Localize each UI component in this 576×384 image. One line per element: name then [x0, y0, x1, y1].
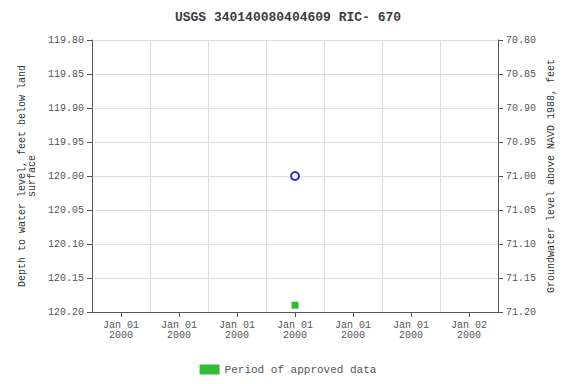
svg-text:Groundwater level above NAVD 1: Groundwater level above NAVD 1988, feet — [546, 59, 557, 293]
svg-text:71.20: 71.20 — [506, 307, 536, 318]
svg-text:70.80: 70.80 — [506, 35, 536, 46]
svg-text:2000: 2000 — [283, 330, 307, 341]
svg-text:119.85: 119.85 — [48, 69, 84, 80]
svg-text:Depth to water level, feet bel: Depth to water level, feet below land — [16, 65, 28, 287]
svg-text:71.00: 71.00 — [506, 171, 536, 182]
svg-text:2000: 2000 — [109, 330, 133, 341]
svg-text:71.10: 71.10 — [506, 239, 536, 250]
svg-text:2000: 2000 — [341, 330, 365, 341]
svg-text:119.80: 119.80 — [48, 35, 84, 46]
svg-text:71.05: 71.05 — [506, 205, 536, 216]
svg-text:Jan 01: Jan 01 — [219, 319, 255, 331]
svg-text:USGS 340140080404609 RIC- 670: USGS 340140080404609 RIC- 670 — [175, 10, 401, 25]
svg-text:120.10: 120.10 — [48, 239, 84, 250]
svg-text:120.05: 120.05 — [48, 205, 84, 216]
svg-text:Jan 01: Jan 01 — [161, 319, 197, 331]
svg-text:Jan 01: Jan 01 — [393, 319, 429, 331]
svg-text:120.00: 120.00 — [48, 171, 84, 182]
svg-text:70.95: 70.95 — [506, 137, 536, 148]
svg-text:119.90: 119.90 — [48, 103, 84, 114]
svg-text:2000: 2000 — [167, 330, 191, 341]
svg-text:120.20: 120.20 — [48, 307, 84, 318]
svg-text:71.15: 71.15 — [506, 273, 536, 284]
svg-text:Jan 02: Jan 02 — [451, 319, 487, 331]
svg-text:Jan 01: Jan 01 — [103, 319, 139, 331]
svg-text:2000: 2000 — [457, 330, 481, 341]
svg-text:119.95: 119.95 — [48, 137, 84, 148]
svg-text:120.15: 120.15 — [48, 273, 84, 284]
svg-text:70.85: 70.85 — [506, 69, 536, 80]
svg-text:Jan 01: Jan 01 — [335, 319, 371, 331]
svg-text:2000: 2000 — [225, 330, 249, 341]
svg-text:Period of approved data: Period of approved data — [225, 364, 377, 376]
svg-text:70.90: 70.90 — [506, 103, 536, 114]
svg-text:2000: 2000 — [399, 330, 423, 341]
svg-text:surface: surface — [27, 155, 38, 197]
svg-text:Jan 01: Jan 01 — [277, 319, 313, 331]
